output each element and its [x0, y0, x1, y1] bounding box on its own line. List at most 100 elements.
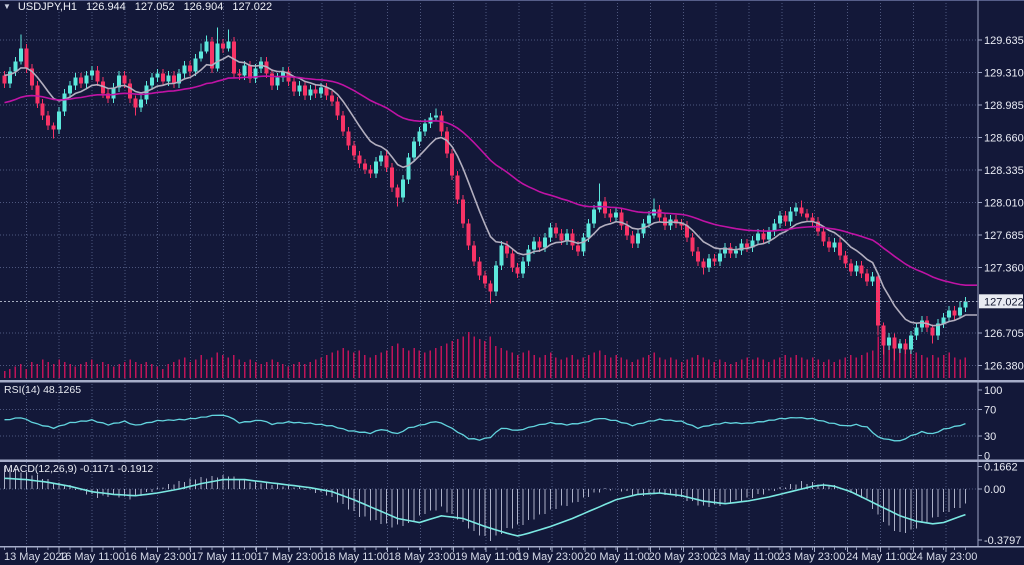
candle-body [373, 161, 378, 174]
volume-bar [948, 352, 950, 378]
candle-body [7, 71, 12, 84]
volume-bar [746, 357, 748, 378]
candle-body [319, 87, 324, 94]
candle-body [139, 99, 143, 108]
volume-bar [287, 366, 290, 378]
volume-bar [877, 336, 879, 378]
volume-bar [151, 364, 153, 378]
price-axis[interactable]: 129.635 129.310 128.985 128.660 128.335 128.0… [978, 35, 1024, 547]
candle-body [482, 275, 487, 284]
candle-body [515, 267, 520, 274]
volume-bar [14, 366, 17, 378]
volume-bar [429, 350, 432, 378]
candle-body [581, 237, 586, 252]
volume-bar [538, 357, 541, 378]
candle-body [302, 85, 307, 96]
volume-bar [822, 361, 825, 378]
ohlc-close: 127.022 [232, 1, 273, 13]
macd-histogram [4, 465, 966, 541]
time-tick-label: 16 May 11:00 [59, 551, 125, 563]
candle-body [128, 83, 133, 99]
volume-bar [183, 357, 186, 378]
panel-separator[interactable] [0, 459, 1024, 463]
candle-body [477, 261, 482, 276]
volume-bar [860, 355, 863, 378]
candle-body [171, 75, 176, 84]
candle-body [275, 77, 280, 86]
rsi-tick-label: 0 [984, 451, 990, 463]
candle-body [106, 93, 111, 99]
candle-body [619, 212, 624, 226]
volume-bar [571, 355, 574, 378]
rsi-line [4, 414, 966, 442]
volume-bar [489, 336, 492, 378]
volume-bar [577, 359, 579, 378]
candle-body [270, 73, 275, 86]
volume-bar [751, 359, 754, 378]
volume-bar [325, 355, 328, 378]
candle-body [881, 325, 886, 346]
panel-separator[interactable] [0, 380, 1024, 383]
candle-body [68, 85, 73, 94]
candle-body [248, 65, 253, 79]
volume-bar [134, 361, 137, 378]
candle-body [745, 243, 750, 248]
candle-body [46, 115, 51, 126]
candle-body [794, 207, 799, 212]
symbol-dropdown-icon[interactable]: ▼ [3, 2, 11, 11]
volume-bar [566, 357, 568, 378]
candle-body [346, 131, 351, 146]
volume-bar [735, 361, 737, 378]
candle-body [755, 233, 760, 241]
volume-bar [719, 359, 721, 378]
rsi-tick-label: 70 [984, 405, 996, 417]
ma-fast-line [4, 54, 977, 327]
candle-body [472, 245, 477, 262]
candle-body [100, 81, 105, 94]
volume-bar [675, 359, 677, 378]
candle-body [24, 48, 29, 69]
volume-bar [604, 355, 606, 378]
volume-bar [527, 350, 530, 378]
candle-body [865, 273, 870, 282]
candle-body [89, 70, 94, 76]
candle-body [952, 310, 957, 316]
candle-body [18, 48, 23, 62]
volume-bar [713, 361, 716, 378]
price-tick-label: 128.985 [984, 100, 1024, 112]
candle-body [335, 101, 340, 116]
price-tick-label: 126.705 [984, 328, 1024, 340]
volume-bar [964, 357, 967, 378]
candle-body [231, 41, 236, 74]
volume-bar [942, 355, 945, 378]
volume-bar [205, 359, 208, 378]
volume-bar [173, 361, 175, 378]
volume-bar [309, 361, 312, 378]
candle-body [521, 261, 526, 274]
candle-body [237, 73, 242, 76]
candle-body [553, 227, 558, 234]
candle-body [510, 253, 515, 268]
volume-bar [85, 361, 88, 378]
volume-bar [811, 357, 814, 378]
candle-body [936, 323, 941, 336]
candle-body [892, 337, 897, 349]
candle-body [887, 337, 892, 346]
volume-bar [178, 359, 180, 378]
volume-bar [593, 352, 595, 378]
candle-body [717, 253, 722, 262]
candle-body [963, 301, 968, 308]
ohlc-open: 126.944 [86, 1, 126, 13]
candle-body [40, 103, 45, 116]
candle-body [13, 61, 18, 72]
candle-body [188, 65, 193, 72]
candle-body [57, 111, 62, 130]
candle-body [253, 68, 258, 79]
candle-body [586, 223, 591, 238]
volume-bar [41, 359, 44, 378]
candle-body [532, 241, 537, 250]
candle-body [646, 215, 651, 224]
